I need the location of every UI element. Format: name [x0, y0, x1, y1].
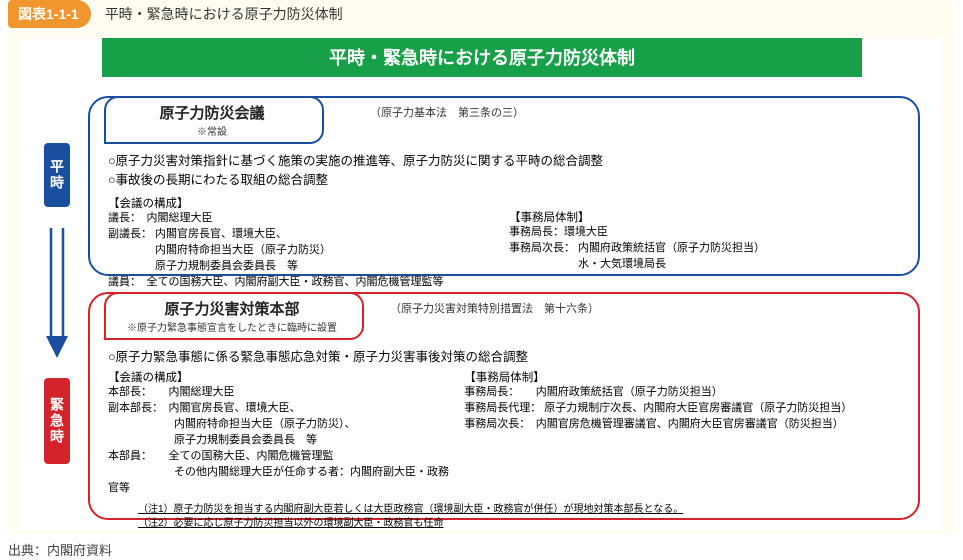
side-tab-normal: 平時 [44, 143, 70, 207]
emergency-box: 原子力災害対策本部 ※原子力緊急事態宣言をしたときに臨時に設置 （原子力災害対策… [88, 292, 920, 520]
flow-arrow [44, 224, 70, 360]
figure-header: 図表1-1-1 平時・緊急時における原子力防災体制 [8, 0, 956, 30]
emergency-note-2: （注2）必要に応じ原子力防災担当以外の環境副大臣・政務官も任命 [138, 517, 904, 531]
emergency-left-l5: 本部員： 全ての国務大臣、内閣危機管理監 [108, 449, 458, 465]
normal-summary-1: ○原子力災害対策指針に基づく施策の実施の推進等、原子力防災に関する平時の総合調整 [108, 152, 904, 171]
normal-left-l5: 議員： 全ての国務大臣、内閣府副大臣・政務官、内閣危機管理監等 [108, 275, 503, 291]
normal-right-l3: 水・大気環境局長 [509, 257, 904, 273]
figure-title: 平時・緊急時における原子力防災体制 [105, 4, 343, 24]
normal-law: （原子力基本法 第三条の三） [370, 104, 524, 120]
normal-box: 原子力防災会議 ※常設 （原子力基本法 第三条の三） ○原子力災害対策指針に基づ… [88, 96, 920, 276]
normal-left-l1: 議長： 内閣総理大臣 [108, 211, 503, 227]
emergency-note-1: （注1）原子力防災を担当する内閣府副大臣若しくは大臣政務官（環境副大臣・政務官が… [138, 503, 904, 517]
normal-head: 原子力防災会議 ※常設 [104, 96, 324, 144]
normal-left-heading: 【会議の構成】 [108, 195, 503, 211]
emergency-left-l2: 副本部長： 内閣官房長官、環境大臣、 [108, 401, 458, 417]
normal-left-l2: 副議長： 内閣官房長官、環境大臣、 [108, 227, 503, 243]
normal-right-heading: 【事務局体制】 [509, 209, 904, 225]
emergency-right-l1: 事務局長： 内閣府政策統括官（原子力防災担当） [464, 385, 904, 401]
figure-badge: 図表1-1-1 [8, 0, 91, 28]
emergency-right-heading: 【事務局体制】 [464, 369, 904, 385]
emergency-summary-1: ○原子力緊急事態に係る緊急事態応急対策・原子力災害事後対策の総合調整 [108, 348, 904, 367]
title-bar: 平時・緊急時における原子力防災体制 [102, 38, 862, 77]
normal-head-sub: ※常設 [197, 123, 227, 138]
source-text: 出典：内閣府資料 [8, 540, 112, 559]
emergency-right-l2: 事務局長代理： 原子力規制庁次長、内閣府大臣官房審議官（原子力防災担当） [464, 401, 904, 417]
emergency-head: 原子力災害対策本部 ※原子力緊急事態宣言をしたときに臨時に設置 [104, 292, 364, 340]
normal-left-l4: 原子力規制委員会委員長 等 [108, 259, 503, 275]
normal-right-l2: 事務局次長： 内閣府政策統括官（原子力防災担当） [509, 241, 904, 257]
emergency-left-heading: 【会議の構成】 [108, 369, 458, 385]
emergency-head-sub: ※原子力緊急事態宣言をしたときに臨時に設置 [127, 319, 337, 334]
emergency-left-l3: 内閣府特命担当大臣（原子力防災）、 [108, 417, 458, 433]
normal-summary-2: ○事故後の長期にわたる取組の総合調整 [108, 171, 904, 190]
emergency-law: （原子力災害対策特別措置法 第十六条） [390, 300, 599, 316]
normal-head-title: 原子力防災会議 [159, 102, 264, 123]
emergency-left-l1: 本部長： 内閣総理大臣 [108, 385, 458, 401]
canvas: 平時・緊急時における原子力防災体制 平時 緊急時 原子力防災会議 ※常設 （原子… [22, 38, 942, 530]
normal-right-l1: 事務局長：環境大臣 [509, 225, 904, 241]
emergency-right-l3: 事務局次長： 内閣官房危機管理審議官、内閣府大臣官房審議官（防災担当） [464, 417, 904, 433]
normal-left-l3: 内閣府特命担当大臣（原子力防災） [108, 243, 503, 259]
emergency-head-title: 原子力災害対策本部 [164, 298, 299, 319]
side-tab-emergency: 緊急時 [44, 378, 70, 464]
figure-wrap: 図表1-1-1 平時・緊急時における原子力防災体制 平時・緊急時における原子力防… [8, 0, 956, 534]
emergency-left-l6: その他内閣総理大臣が任命する者：内閣府副大臣・政務官等 [108, 465, 458, 497]
emergency-left-l4: 原子力規制委員会委員長 等 [108, 433, 458, 449]
